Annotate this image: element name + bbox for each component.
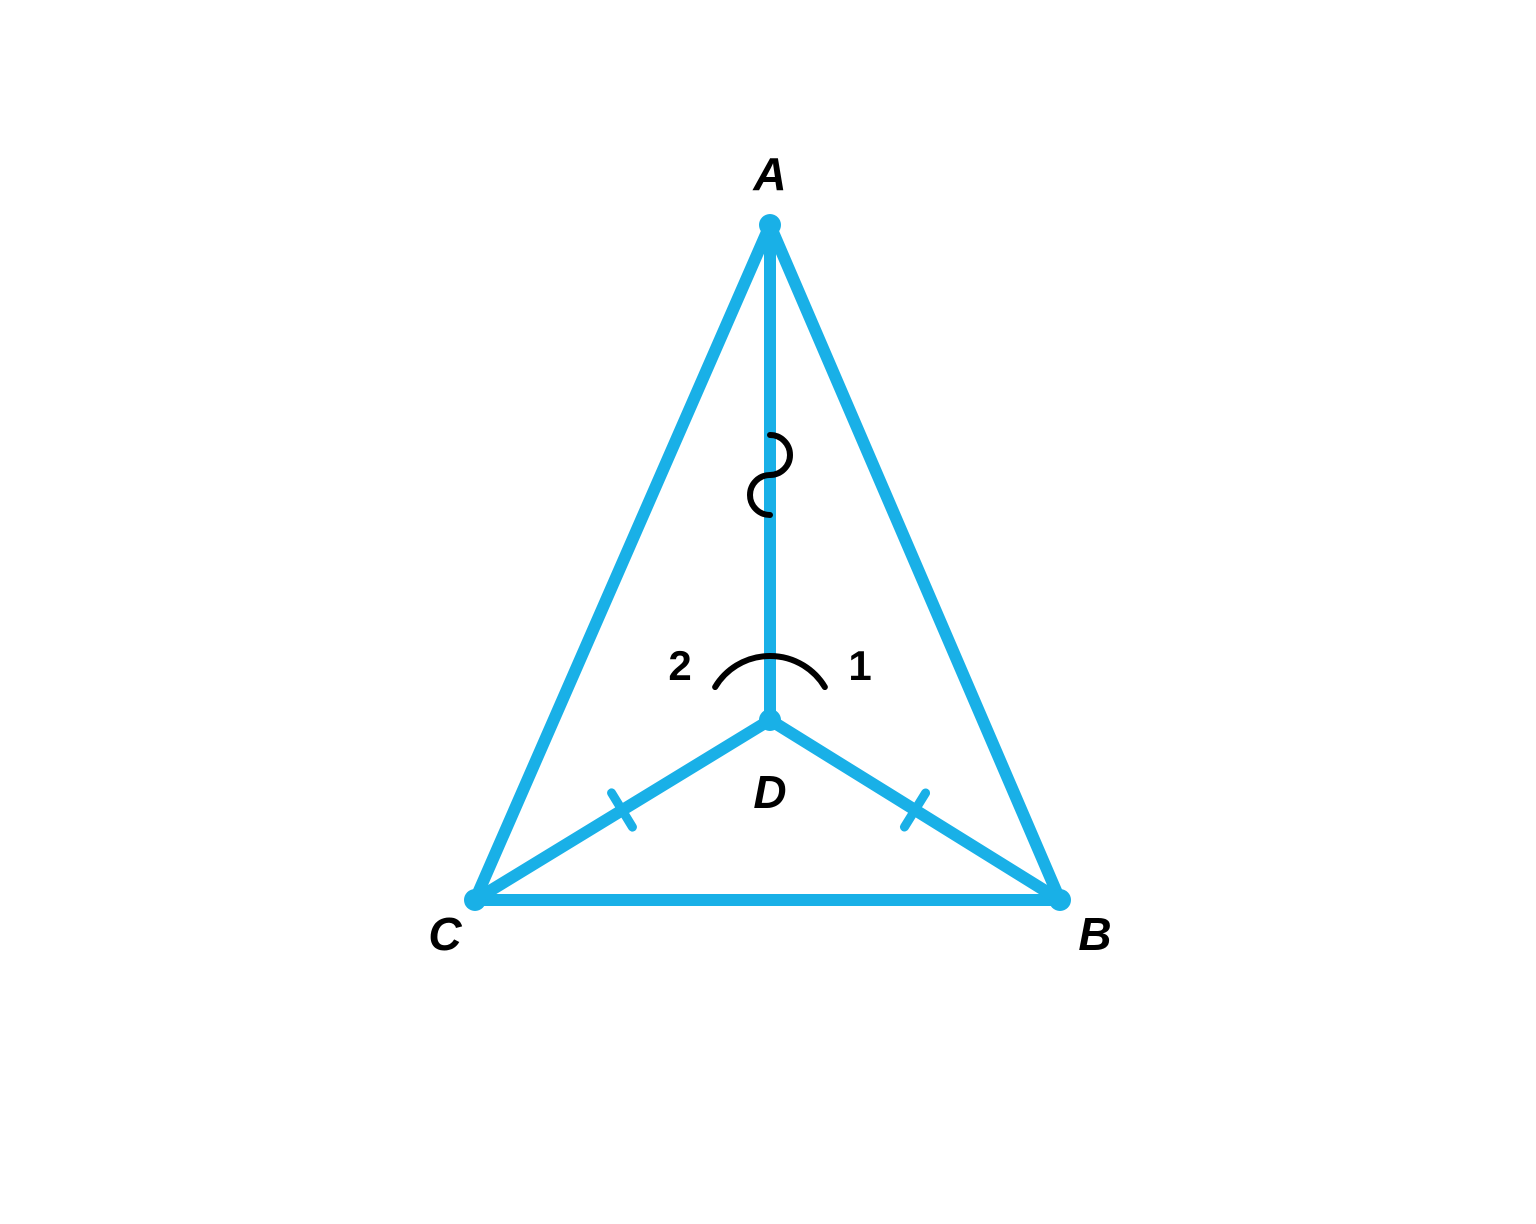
point-C bbox=[464, 889, 486, 911]
angle-label-1: 1 bbox=[848, 642, 871, 689]
edge-AB bbox=[770, 225, 1060, 900]
point-B bbox=[1049, 889, 1071, 911]
angle-label-2: 2 bbox=[668, 642, 691, 689]
geometry-diagram: A B C D 1 2 bbox=[0, 0, 1536, 1224]
point-D bbox=[759, 709, 781, 731]
edge-AC bbox=[475, 225, 770, 900]
label-B: B bbox=[1078, 908, 1111, 960]
label-C: C bbox=[428, 908, 462, 960]
label-D: D bbox=[753, 766, 786, 818]
label-A: A bbox=[752, 148, 786, 200]
point-A bbox=[759, 214, 781, 236]
